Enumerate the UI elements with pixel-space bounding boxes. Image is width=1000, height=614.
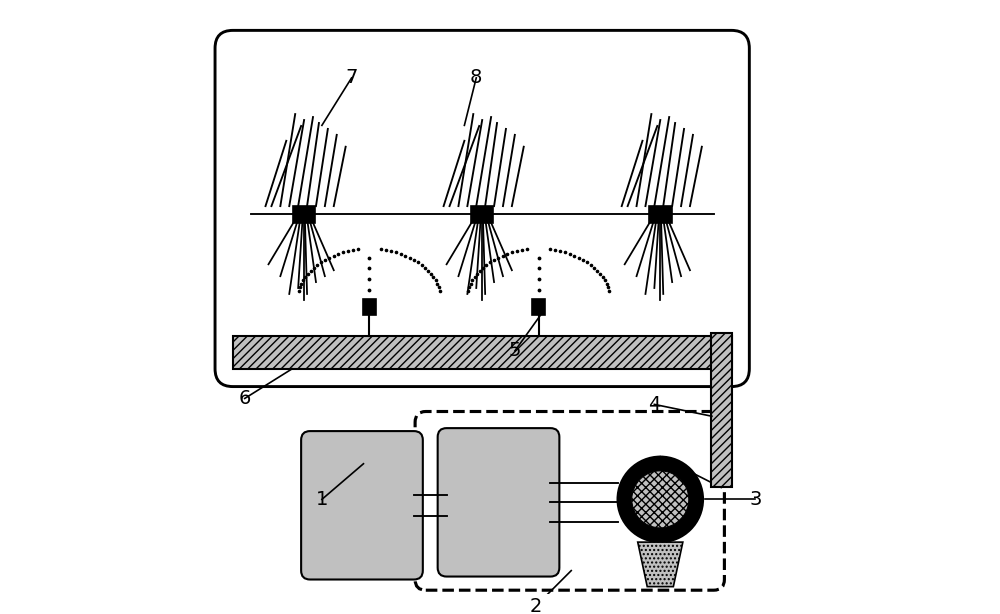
Bar bbox=[711, 333, 732, 488]
Text: 3: 3 bbox=[749, 490, 761, 509]
FancyBboxPatch shape bbox=[441, 432, 556, 573]
Text: 7: 7 bbox=[345, 68, 358, 87]
Polygon shape bbox=[638, 542, 683, 586]
Text: 6: 6 bbox=[239, 389, 251, 408]
Bar bbox=[233, 336, 732, 369]
Circle shape bbox=[618, 457, 703, 542]
FancyBboxPatch shape bbox=[215, 30, 749, 387]
Text: 1: 1 bbox=[316, 490, 328, 509]
Bar bbox=[293, 206, 315, 223]
Bar bbox=[532, 298, 545, 316]
FancyBboxPatch shape bbox=[301, 431, 423, 580]
Bar bbox=[649, 206, 672, 223]
Text: 8: 8 bbox=[470, 68, 482, 87]
Bar bbox=[363, 298, 376, 316]
FancyBboxPatch shape bbox=[438, 428, 559, 577]
Bar bbox=[471, 206, 493, 223]
Text: 4: 4 bbox=[648, 395, 661, 414]
FancyBboxPatch shape bbox=[415, 411, 724, 590]
FancyBboxPatch shape bbox=[305, 435, 419, 576]
Text: 5: 5 bbox=[509, 341, 521, 360]
Circle shape bbox=[632, 471, 689, 528]
Text: 2: 2 bbox=[529, 597, 542, 614]
